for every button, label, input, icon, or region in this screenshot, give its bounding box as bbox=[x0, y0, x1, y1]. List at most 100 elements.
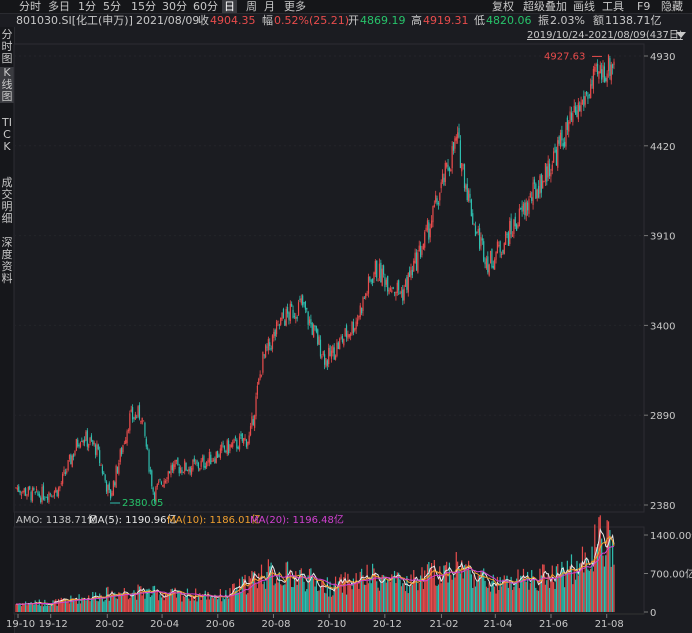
tab-period-3[interactable]: 5分 bbox=[103, 0, 121, 13]
tab-period-10[interactable]: 更多 bbox=[284, 0, 306, 13]
volume-bar bbox=[189, 600, 191, 612]
volume-bar bbox=[468, 560, 470, 612]
volume-bar bbox=[612, 539, 614, 612]
candle-body bbox=[565, 122, 567, 147]
tab-period-8[interactable]: 周 bbox=[246, 0, 257, 13]
tab-period-6[interactable]: 60分 bbox=[193, 0, 218, 13]
range-dropdown-icon[interactable] bbox=[676, 32, 686, 38]
candle-body bbox=[494, 259, 496, 270]
volume-bar bbox=[291, 586, 293, 612]
candle-body bbox=[67, 460, 69, 471]
volume-bar bbox=[399, 579, 401, 612]
candle-body bbox=[391, 290, 393, 292]
volume-bar bbox=[303, 581, 305, 612]
candle-body bbox=[329, 345, 331, 357]
tab-period-0[interactable]: 分时 bbox=[19, 0, 41, 13]
candle-body bbox=[52, 496, 54, 498]
sidebar-item-2[interactable]: TICK bbox=[2, 116, 12, 153]
volume-bar bbox=[543, 564, 545, 612]
volume-bar bbox=[233, 583, 235, 612]
candle-body bbox=[170, 465, 172, 475]
candle-body bbox=[384, 277, 386, 288]
candle-body bbox=[448, 167, 451, 171]
close-value: 4904.35 bbox=[210, 14, 256, 27]
candle-body bbox=[195, 462, 197, 464]
volume-bar bbox=[77, 603, 79, 612]
candle-body bbox=[77, 439, 79, 447]
toolbar-item-0[interactable]: 复权 bbox=[492, 0, 514, 13]
toolbar-item-4[interactable]: F9 bbox=[637, 0, 651, 13]
volume-bar bbox=[236, 586, 238, 612]
volume-bar bbox=[275, 578, 278, 612]
volume-bar bbox=[125, 593, 127, 612]
candle-body bbox=[153, 492, 156, 501]
volume-bar bbox=[480, 570, 482, 612]
volume-bar bbox=[218, 595, 220, 612]
volume-bar bbox=[248, 576, 250, 612]
volume-bar bbox=[16, 604, 18, 612]
volume-bar bbox=[258, 573, 260, 612]
toolbar-item-1[interactable]: 超级叠加 bbox=[523, 0, 567, 13]
candle-body bbox=[424, 232, 426, 248]
volume-bar bbox=[377, 587, 379, 612]
volume-bar bbox=[237, 592, 239, 612]
sidebar-item-0[interactable]: 分时图 bbox=[1, 28, 13, 65]
sidebar-item-3[interactable]: 成交明细 bbox=[1, 176, 13, 225]
volume-bar bbox=[487, 587, 489, 612]
candle-body bbox=[612, 64, 614, 68]
candle-body bbox=[210, 454, 212, 465]
candle-body bbox=[388, 289, 390, 294]
volume-bar bbox=[57, 598, 60, 612]
candle-body bbox=[243, 438, 245, 444]
candle-body bbox=[377, 279, 379, 281]
tab-period-5[interactable]: 30分 bbox=[162, 0, 187, 13]
volume-bar bbox=[410, 574, 412, 612]
volume-bar bbox=[26, 605, 28, 612]
volume-bar bbox=[439, 566, 441, 612]
toolbar-item-3[interactable]: 工具 bbox=[602, 0, 624, 13]
candle-body bbox=[163, 480, 165, 488]
ma20-legend: MA(20): 1196.48亿 bbox=[250, 513, 344, 526]
x-tick-label: 21-02 bbox=[429, 619, 458, 630]
candle-body bbox=[606, 73, 608, 83]
toolbar-item-5[interactable]: 隐藏 bbox=[661, 0, 683, 13]
candle-body bbox=[48, 492, 50, 503]
candle-body bbox=[278, 324, 280, 326]
candle-body bbox=[355, 321, 357, 330]
volume-bar bbox=[166, 595, 168, 612]
volume-bar bbox=[506, 575, 508, 612]
candle-body bbox=[280, 317, 282, 325]
volume-bar bbox=[476, 580, 478, 612]
candle-body bbox=[488, 264, 490, 276]
volume-bar bbox=[391, 574, 393, 612]
volume-bar bbox=[514, 581, 516, 612]
toolbar-item-2[interactable]: 画线 bbox=[573, 0, 595, 13]
volume-bar bbox=[603, 566, 605, 612]
volume-bar bbox=[494, 586, 496, 612]
candle-body bbox=[489, 251, 492, 264]
candle-body bbox=[122, 445, 124, 453]
candle-body bbox=[411, 269, 413, 276]
min-price-label: 2380.05 bbox=[122, 498, 163, 509]
candle-body bbox=[73, 454, 75, 457]
volume-bar bbox=[67, 600, 69, 612]
volume-bar bbox=[15, 604, 17, 612]
sidebar-item-1[interactable]: K线图 bbox=[0, 66, 14, 103]
volume-bar bbox=[562, 566, 564, 612]
volume-bar bbox=[358, 588, 360, 612]
volume-bar bbox=[376, 581, 378, 612]
tab-period-4[interactable]: 15分 bbox=[131, 0, 156, 13]
tab-period-1[interactable]: 多日 bbox=[48, 0, 70, 13]
candle-body bbox=[59, 486, 61, 489]
sidebar-item-4[interactable]: 深度资料 bbox=[1, 236, 13, 285]
tab-period-7[interactable]: 日 bbox=[222, 0, 237, 13]
volume-bar bbox=[97, 601, 99, 612]
candle-body bbox=[422, 243, 424, 250]
candle-body bbox=[478, 228, 481, 249]
tab-period-9[interactable]: 月 bbox=[264, 0, 275, 13]
tab-period-2[interactable]: 1分 bbox=[78, 0, 96, 13]
candle-body bbox=[369, 276, 371, 281]
volume-bar bbox=[455, 552, 457, 612]
volume-bar bbox=[433, 559, 435, 612]
